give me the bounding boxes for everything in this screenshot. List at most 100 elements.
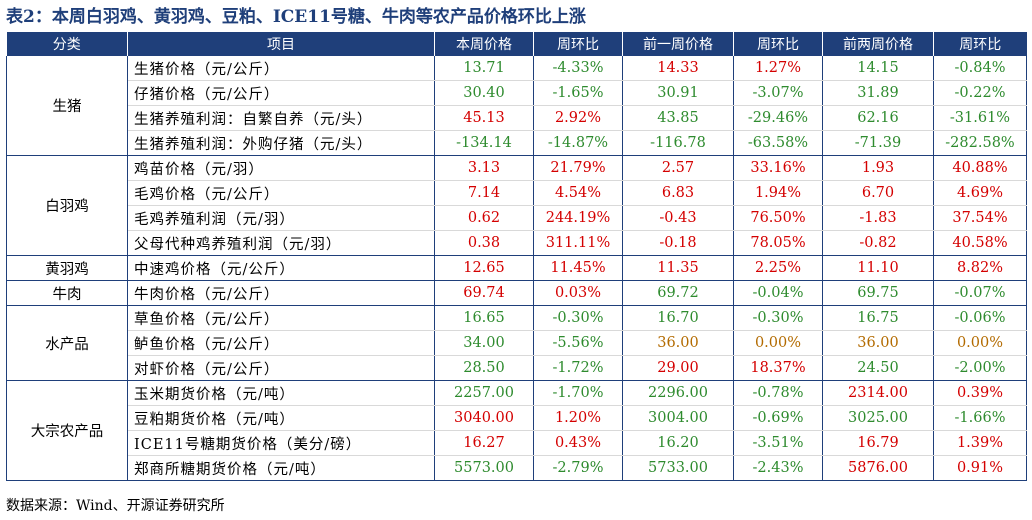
item-cell: 玉米期货价格（元/吨） (127, 380, 435, 406)
item-cell: 对虾价格（元/公斤） (127, 355, 435, 381)
change-cell: 11.45% (533, 255, 623, 281)
change-cell: -2.79% (533, 455, 623, 481)
change-cell: -63.58% (733, 130, 823, 156)
header-two-weeks-ago-price: 前两周价格 (822, 32, 934, 56)
price-cell: 13.71 (434, 56, 534, 81)
change-cell: 33.16% (733, 155, 823, 181)
change-cell: 37.54% (933, 205, 1027, 231)
price-cell: -0.82 (822, 230, 934, 256)
change-cell: 0.39% (933, 380, 1027, 406)
change-cell: 4.69% (933, 180, 1027, 206)
header-category: 分类 (6, 32, 128, 56)
price-cell: -1.83 (822, 205, 934, 231)
price-cell: 0.38 (434, 230, 534, 256)
table-row: ICE11号糖期货价格（美分/磅） 16.27 0.43% 16.20 -3.51% 16… (7, 430, 1027, 456)
change-cell: -3.51% (733, 430, 823, 456)
price-cell: 16.75 (822, 305, 934, 331)
price-cell: 29.00 (622, 355, 734, 381)
price-cell: 6.70 (822, 180, 934, 206)
price-cell: 16.79 (822, 430, 934, 456)
table-row: 毛鸡养殖利润（元/羽） 0.62 244.19% -0.43 76.50% -1.83 37… (7, 205, 1027, 231)
price-cell: 2296.00 (622, 380, 734, 406)
change-cell: 4.54% (533, 180, 623, 206)
price-cell: 69.74 (434, 280, 534, 306)
item-cell: 中速鸡价格（元/公斤） (127, 255, 435, 281)
change-cell: -31.61% (933, 105, 1027, 131)
change-cell: -14.87% (533, 130, 623, 156)
change-cell: -1.72% (533, 355, 623, 381)
item-cell: 仔猪价格（元/公斤） (127, 80, 435, 106)
change-cell: -0.84% (933, 56, 1027, 81)
change-cell: 18.37% (733, 355, 823, 381)
table-title: 表2：本周白羽鸡、黄羽鸡、豆粕、ICE11号糖、牛肉等农产品价格环比上涨 (6, 7, 586, 27)
change-cell: 311.11% (533, 230, 623, 256)
item-cell: 鲈鱼价格（元/公斤） (127, 330, 435, 356)
price-table: 分类 项目 本周价格 周环比 前一周价格 周环比 前两周价格 周环比 生猪 生猪价… (6, 32, 1027, 481)
price-cell: 7.14 (434, 180, 534, 206)
change-cell: -29.46% (733, 105, 823, 131)
item-cell: 郑商所糖期货价格（元/吨） (127, 455, 435, 481)
table-row: 黄羽鸡 中速鸡价格（元/公斤） 12.65 11.45% 11.35 2.25% 11.10… (6, 255, 1027, 281)
table-row: 对虾价格（元/公斤） 28.50 -1.72% 29.00 18.37% 24.50 -2.… (7, 355, 1027, 381)
price-cell: 28.50 (434, 355, 534, 381)
table-row: 仔猪价格（元/公斤） 30.40 -1.65% 30.91 -3.07% 31.89 -0.… (7, 80, 1027, 106)
item-cell: 毛鸡养殖利润（元/羽） (127, 205, 435, 231)
price-cell: 36.00 (822, 330, 934, 356)
price-cell: 31.89 (822, 80, 934, 106)
change-cell: 2.25% (733, 255, 823, 281)
change-cell: -0.22% (933, 80, 1027, 106)
item-cell: 豆粕期货价格（元/吨） (127, 405, 435, 431)
header-prev-week-price: 前一周价格 (622, 32, 734, 56)
header-item: 项目 (127, 32, 435, 56)
data-source-note: 数据来源：Wind、开源证券研究所 (6, 498, 225, 514)
price-cell: 0.62 (434, 205, 534, 231)
table-row: 生猪 生猪价格（元/公斤） 13.71 -4.33% 14.33 1.27% 14.15 -0… (6, 56, 1027, 156)
price-cell: 3.13 (434, 155, 534, 181)
price-cell: 16.27 (434, 430, 534, 456)
change-cell: -2.43% (733, 455, 823, 481)
change-cell: 0.91% (933, 455, 1027, 481)
table-row: 生猪养殖利润：外购仔猪（元/头） -134.14 -14.87% -116.78 -63… (7, 130, 1027, 156)
change-cell: -0.30% (533, 305, 623, 331)
change-cell: 0.00% (933, 330, 1027, 356)
price-cell: 5876.00 (822, 455, 934, 481)
price-cell: -116.78 (622, 130, 734, 156)
price-cell: -0.18 (622, 230, 734, 256)
change-cell: -1.70% (533, 380, 623, 406)
change-cell: -0.69% (733, 405, 823, 431)
price-cell: 16.70 (622, 305, 734, 331)
item-cell: 生猪养殖利润：外购仔猪（元/头） (127, 130, 435, 156)
table-row: 郑商所糖期货价格（元/吨） 5573.00 -2.79% 5733.00 -2.43% 5… (7, 455, 1027, 481)
price-cell: 36.00 (622, 330, 734, 356)
item-cell: 父母代种鸡养殖利润（元/羽） (127, 230, 435, 256)
price-cell: 24.50 (822, 355, 934, 381)
change-cell: 76.50% (733, 205, 823, 231)
change-cell: 1.94% (733, 180, 823, 206)
price-cell: 14.33 (622, 56, 734, 81)
change-cell: 21.79% (533, 155, 623, 181)
price-cell: 2.57 (622, 155, 734, 181)
price-cell: -0.43 (622, 205, 734, 231)
table-row: 父母代种鸡养殖利润（元/羽） 0.38 311.11% -0.18 78.05% -0.8… (7, 230, 1027, 256)
table-row: 水产品 草鱼价格（元/公斤） 16.65 -0.30% 16.70 -0.30% 16.75… (6, 305, 1027, 381)
price-cell: 12.65 (434, 255, 534, 281)
price-cell: 14.15 (822, 56, 934, 81)
table-row: 豆粕期货价格（元/吨） 3040.00 1.20% 3004.00 -0.69% 3025… (7, 405, 1027, 431)
price-cell: 16.65 (434, 305, 534, 331)
table-row: 鲈鱼价格（元/公斤） 34.00 -5.56% 36.00 0.00% 36.00 0.00… (7, 330, 1027, 356)
category-cell: 黄羽鸡 (6, 255, 128, 281)
price-cell: 1.93 (822, 155, 934, 181)
category-cell: 生猪 (6, 56, 128, 156)
change-cell: -5.56% (533, 330, 623, 356)
change-cell: -0.78% (733, 380, 823, 406)
price-cell: 16.20 (622, 430, 734, 456)
price-cell: 6.83 (622, 180, 734, 206)
change-cell: -1.65% (533, 80, 623, 106)
item-cell: 草鱼价格（元/公斤） (127, 305, 435, 331)
price-cell: 69.75 (822, 280, 934, 306)
price-cell: 34.00 (434, 330, 534, 356)
header-wow-2: 周环比 (733, 32, 823, 56)
price-cell: 43.85 (622, 105, 734, 131)
table-row: 大宗农产品 玉米期货价格（元/吨） 2257.00 -1.70% 2296.00 -0.7… (6, 380, 1027, 481)
change-cell: -2.00% (933, 355, 1027, 381)
